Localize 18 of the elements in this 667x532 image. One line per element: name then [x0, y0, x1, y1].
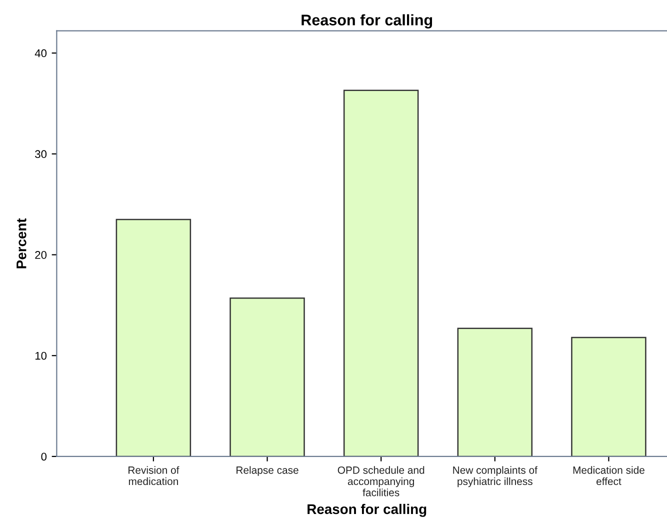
bar [230, 297, 305, 456]
y-tick-label: 0 [41, 452, 47, 461]
x-tick-label: OPD schedule and accompanying facilities [338, 466, 424, 496]
bar [571, 336, 646, 456]
x-tick-label: Medication side effect [573, 466, 644, 486]
x-tick-label: New complaints of psyhiatric illness [453, 466, 538, 488]
bar [457, 328, 533, 456]
x-tick-label: Relapse case [236, 466, 298, 476]
x-tick-label: Revision of medication [128, 466, 180, 486]
chart-title: Reason for calling [302, 14, 432, 29]
y-tick-label: 20 [35, 251, 47, 259]
x-axis-title: Reason for calling [308, 504, 426, 517]
bar [116, 218, 192, 456]
y-tick-label: 30 [35, 150, 47, 158]
y-axis-title: Percent [16, 218, 26, 268]
y-tick-label: 40 [34, 49, 47, 58]
bar [343, 90, 419, 456]
y-tick-label: 10 [35, 352, 47, 360]
